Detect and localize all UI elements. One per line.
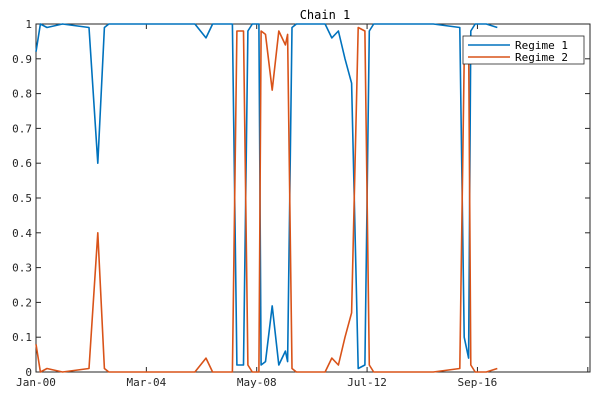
y-tick-label: 0.9: [12, 53, 32, 66]
x-tick-label: Jul-12: [347, 376, 387, 389]
y-tick-label: 0.6: [12, 157, 32, 170]
series-layer: [35, 23, 498, 373]
x-tick-label: Jan-00: [16, 376, 56, 389]
series-line-regime-1: [35, 23, 498, 370]
y-tick-label: 0.7: [12, 122, 32, 135]
x-axis: Jan-00 Mar-04 May-08 Jul-12 Sep-16: [16, 24, 589, 389]
y-tick-label: 0.1: [12, 331, 32, 344]
x-tick-label: Mar-04: [126, 376, 166, 389]
y-tick-label: 0.4: [12, 227, 32, 240]
legend: Regime 1 Regime 2: [462, 35, 585, 65]
x-tick-label: May-08: [237, 376, 277, 389]
y-tick-label: 0.3: [12, 262, 32, 275]
y-axis: 0 0.1 0.2 0.3 0.4 0.5 0.6 0.7 0.8 0.9 1: [12, 18, 590, 379]
series-line-regime-2: [35, 26, 498, 373]
x-tick-label: Sep-16: [458, 376, 498, 389]
y-tick-label: 0.2: [12, 296, 32, 309]
legend-box: [462, 35, 585, 65]
y-tick-label: 0.8: [12, 88, 32, 101]
y-tick-label: 0.5: [12, 192, 32, 205]
legend-label-regime-1: Regime 1: [515, 39, 568, 52]
legend-label-regime-2: Regime 2: [515, 51, 568, 64]
y-tick-label: 0: [25, 366, 32, 379]
y-tick-label: 1: [25, 18, 32, 31]
chart-title: Chain 1: [300, 8, 351, 22]
plot-area: [35, 23, 591, 373]
